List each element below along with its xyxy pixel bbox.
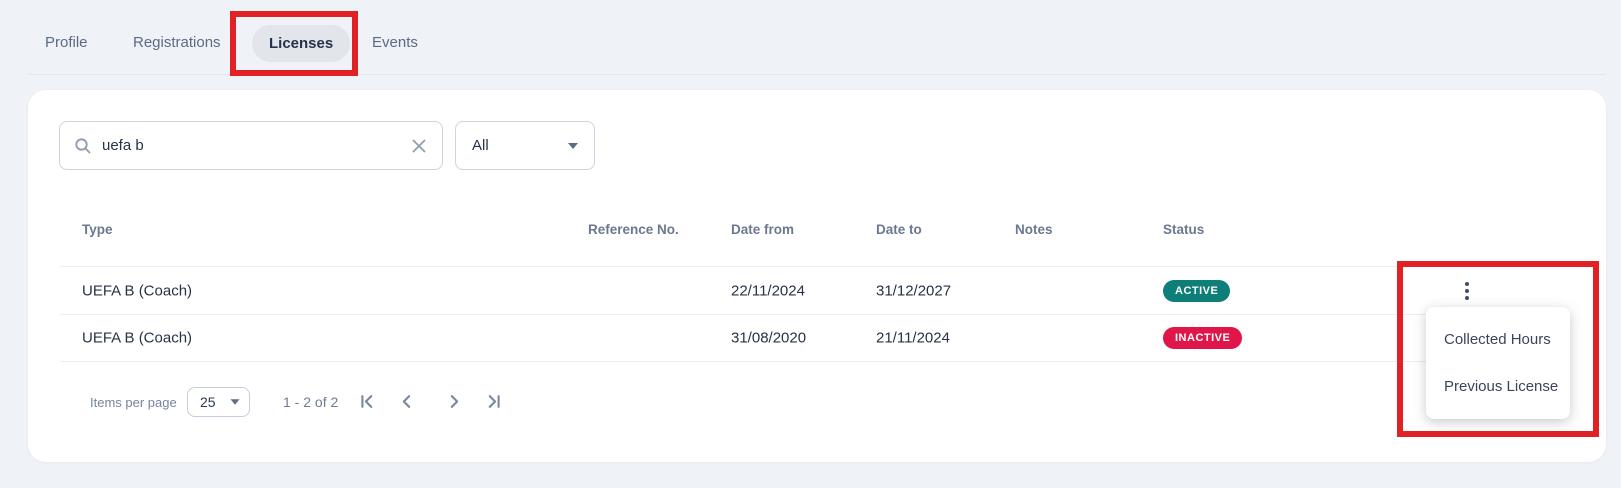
status-filter-value: All xyxy=(472,137,489,154)
cell-date-to: 31/12/2027 xyxy=(876,282,952,299)
tab-registrations[interactable]: Registrations xyxy=(133,34,221,51)
search-input[interactable] xyxy=(102,137,410,154)
column-header-date-from: Date from xyxy=(731,222,795,237)
tab-licenses-label: Licenses xyxy=(269,35,334,52)
search-icon xyxy=(74,137,92,155)
menu-item-collected-hours[interactable]: Collected Hours xyxy=(1444,331,1551,348)
chevron-down-icon xyxy=(568,142,578,149)
column-header-status: Status xyxy=(1163,222,1205,237)
items-per-page-select[interactable]: 25 xyxy=(187,387,250,417)
items-per-page-value: 25 xyxy=(200,394,216,410)
column-header-type: Type xyxy=(82,222,113,237)
column-header-reference-no: Reference No. xyxy=(588,222,679,237)
cell-date-from: 31/08/2020 xyxy=(731,329,807,347)
kebab-menu-icon[interactable] xyxy=(1455,276,1479,306)
table-row[interactable]: UEFA B (Coach) 22/11/2024 31/12/2027 ACT… xyxy=(60,266,1562,314)
column-header-notes: Notes xyxy=(1015,222,1053,237)
status-badge: INACTIVE xyxy=(1163,327,1243,349)
tabs-divider xyxy=(28,74,1606,75)
chevron-down-icon xyxy=(230,399,240,405)
clear-search-icon[interactable] xyxy=(410,137,428,155)
cell-type: UEFA B (Coach) xyxy=(82,282,193,299)
active-badge: ACTIVE xyxy=(1163,279,1231,302)
row-actions-menu: Collected Hours Previous License xyxy=(1426,307,1570,419)
first-page-icon[interactable] xyxy=(359,393,376,410)
column-header-date-to: Date to xyxy=(876,222,922,237)
inactive-badge: INACTIVE xyxy=(1163,327,1243,349)
items-per-page-label: Items per page xyxy=(90,395,177,410)
status-filter-select[interactable]: All xyxy=(455,121,595,170)
table-bottom-divider xyxy=(60,361,1562,362)
last-page-icon[interactable] xyxy=(485,393,502,410)
next-page-icon[interactable] xyxy=(446,393,463,410)
pagination-range-label: 1 - 2 of 2 xyxy=(283,394,339,410)
status-badge: ACTIVE xyxy=(1163,279,1231,302)
tab-licenses[interactable]: Licenses xyxy=(252,25,351,62)
tab-profile[interactable]: Profile xyxy=(45,34,88,51)
tab-events[interactable]: Events xyxy=(372,34,418,51)
table-row[interactable]: UEFA B (Coach) 31/08/2020 21/11/2024 INA… xyxy=(60,314,1562,361)
table-header: Type Reference No. Date from Date to Not… xyxy=(28,214,1606,248)
cell-date-from: 22/11/2024 xyxy=(731,282,805,299)
menu-item-previous-license[interactable]: Previous License xyxy=(1444,378,1559,395)
previous-page-icon[interactable] xyxy=(398,393,415,410)
cell-type: UEFA B (Coach) xyxy=(82,329,193,347)
cell-date-to: 21/11/2024 xyxy=(876,329,950,347)
license-search-field[interactable] xyxy=(59,121,443,170)
licenses-panel: All Type Reference No. Date from Date to… xyxy=(28,90,1606,462)
